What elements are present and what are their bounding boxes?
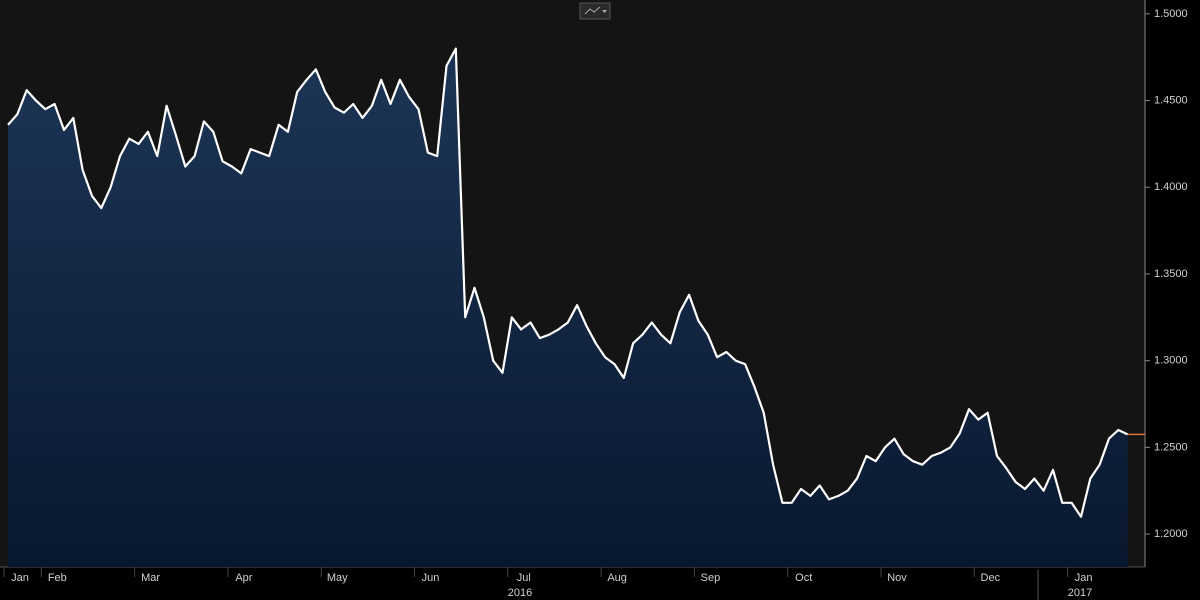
year-label: 2016	[508, 587, 532, 599]
x-tick-label: Mar	[141, 572, 160, 584]
y-tick-label: 1.4500	[1154, 94, 1188, 106]
x-tick-label: Nov	[887, 572, 907, 584]
x-tick-label: Jan	[1075, 572, 1093, 584]
y-tick-label: 1.2000	[1154, 528, 1188, 540]
toolbar-icon[interactable]	[579, 2, 611, 20]
x-tick-label: Jan	[11, 572, 29, 584]
x-tick-label: Apr	[235, 572, 252, 584]
x-tick-label: Feb	[48, 572, 67, 584]
x-tick-label: Sep	[701, 572, 721, 584]
year-label: 2017	[1068, 587, 1092, 599]
y-tick-label: 1.5000	[1154, 8, 1188, 20]
area-fill	[8, 48, 1128, 568]
x-tick-label: Aug	[607, 572, 627, 584]
y-tick-label: 1.3500	[1154, 268, 1188, 280]
x-tick-label: Jun	[422, 572, 440, 584]
icon-glyph	[584, 6, 601, 15]
y-tick-label: 1.4000	[1154, 181, 1188, 193]
x-tick-label: May	[327, 572, 348, 584]
icon-caret	[602, 10, 607, 13]
x-tick-label: Oct	[795, 572, 812, 584]
price-line	[7, 47, 1129, 518]
x-tick-label: Dec	[981, 572, 1001, 584]
y-tick-label: 1.3000	[1154, 355, 1188, 367]
y-tick-label: 1.2500	[1154, 441, 1188, 453]
x-tick-label: Jul	[517, 572, 531, 584]
